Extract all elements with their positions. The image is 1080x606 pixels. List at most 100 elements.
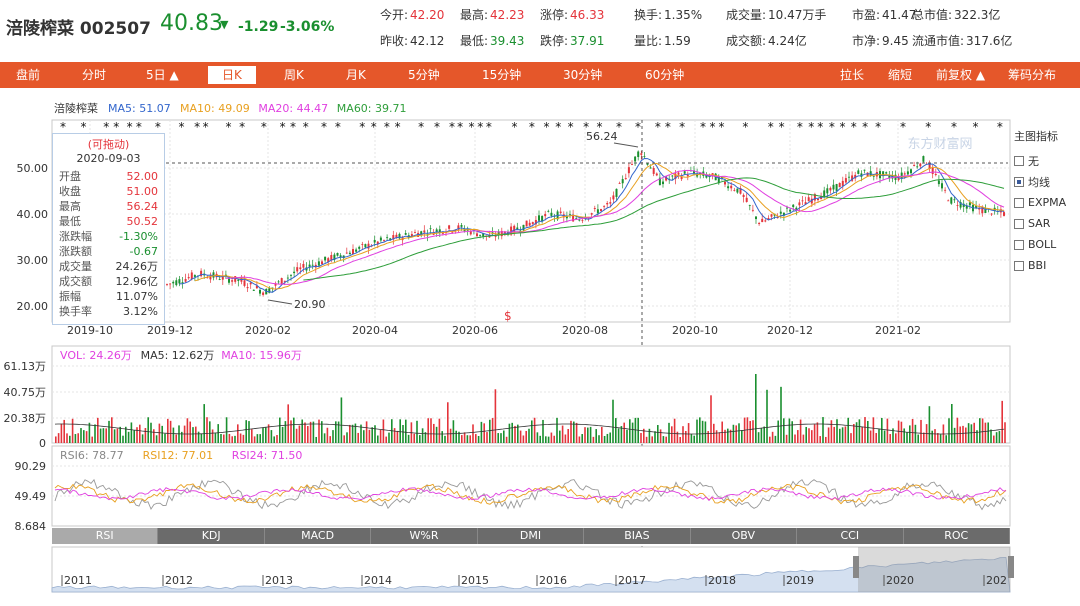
- indicator-tab[interactable]: W%R: [371, 528, 478, 544]
- volume-bar: [71, 418, 74, 443]
- volume-bar: [245, 420, 247, 443]
- volume-bar: [111, 417, 113, 443]
- indicator-option[interactable]: 无: [1014, 150, 1080, 171]
- volume-bar: [984, 422, 987, 443]
- checkbox-icon[interactable]: [1014, 239, 1024, 250]
- candle-body: [389, 238, 392, 241]
- indicator-option[interactable]: SAR: [1014, 213, 1080, 234]
- candle-body: [317, 261, 320, 266]
- candle-body: [686, 174, 689, 177]
- rsi-legend: RSI6: 78.77: [60, 449, 124, 462]
- candle-body: [801, 200, 804, 202]
- tooltip-value: 12.96亿: [115, 275, 159, 288]
- volume-bar: [522, 435, 525, 443]
- checkbox-icon[interactable]: [1014, 155, 1024, 166]
- quote-field: 跌停: 37.91: [540, 32, 604, 49]
- ma-legend: MA5: 51.07: [108, 102, 171, 115]
- volume-bar: [105, 428, 107, 443]
- volume-bar: [1001, 400, 1003, 443]
- indicator-tab[interactable]: DMI: [477, 528, 585, 544]
- volume-bar: [281, 426, 284, 443]
- period-tab[interactable]: 月K: [346, 68, 366, 82]
- volume-bar: [122, 435, 124, 443]
- indicator-tab[interactable]: ROC: [903, 528, 1010, 544]
- nav-action-button[interactable]: 缩短: [888, 68, 913, 82]
- volume-bar: [220, 434, 222, 443]
- candle-body: [804, 202, 807, 205]
- indicator-tab[interactable]: MACD: [264, 528, 372, 544]
- event-marker-icon: *: [543, 120, 549, 134]
- checkbox-icon[interactable]: [1014, 260, 1024, 271]
- volume-bar: [505, 436, 508, 443]
- rsi-line: [54, 487, 1007, 502]
- volume-bar: [480, 421, 483, 443]
- checkbox-icon[interactable]: [1014, 197, 1024, 208]
- y-tick-label: 0: [39, 437, 46, 450]
- high-label: 56.24: [586, 130, 618, 143]
- volume-bar: [545, 436, 547, 443]
- period-tab[interactable]: 日K: [208, 66, 256, 84]
- period-tab[interactable]: 盘前: [16, 68, 41, 82]
- candle-body: [903, 173, 906, 175]
- nav-action-button[interactable]: 前复权 ▲: [936, 68, 986, 82]
- volume-bar: [379, 429, 382, 443]
- candle-body: [680, 176, 683, 180]
- candle-body: [249, 282, 252, 285]
- event-marker-icon: *: [555, 120, 561, 134]
- checkbox-icon[interactable]: [1014, 176, 1024, 187]
- event-marker-icon: *: [779, 120, 785, 134]
- tooltip-value: 24.26万: [115, 260, 159, 273]
- indicator-option[interactable]: BOLL: [1014, 234, 1080, 255]
- indicator-tab[interactable]: BIAS: [584, 528, 691, 544]
- period-tab[interactable]: 30分钟: [563, 68, 603, 82]
- indicator-option[interactable]: EXPMA: [1014, 192, 1080, 213]
- candle-body: [497, 231, 500, 236]
- indicator-tab[interactable]: OBV: [690, 528, 798, 544]
- indicator-tab[interactable]: RSI: [52, 528, 159, 544]
- quote-field: 市净: 9.45: [852, 32, 909, 49]
- volume-bar: [256, 434, 259, 443]
- candle-body: [482, 233, 485, 237]
- quote-field-value: 37.91: [570, 34, 605, 48]
- period-nav-bar: 盘前 分时 5日 ▲ 日K 周K 月K 5分钟 15分钟 30分钟 60分钟 拉长 缩短 前复权 ▲ 筹码…: [0, 62, 1080, 88]
- event-marker-icon: *: [851, 120, 857, 134]
- volume-bar: [881, 417, 883, 443]
- ma20-line: [225, 169, 1005, 285]
- quote-field-value: 41.47: [882, 8, 917, 22]
- candle-body: [944, 189, 947, 191]
- period-tab[interactable]: 周K: [284, 68, 304, 82]
- period-tab[interactable]: 分时: [82, 68, 107, 82]
- volume-bar: [438, 418, 441, 443]
- volume-bar: [531, 420, 533, 443]
- volume-bar: [900, 421, 903, 443]
- candle-body: [860, 173, 863, 177]
- quote-field-value: 1.35%: [664, 8, 703, 22]
- volume-bar: [88, 422, 91, 443]
- indicator-option[interactable]: BBI: [1014, 255, 1080, 276]
- nav-action-button[interactable]: 筹码分布: [1008, 68, 1057, 82]
- period-tab[interactable]: 5日 ▲: [146, 68, 179, 82]
- indicator-option[interactable]: 均线: [1014, 171, 1080, 192]
- candle-body: [851, 175, 854, 181]
- candle-body: [218, 279, 221, 280]
- volume-bar: [864, 417, 866, 443]
- event-marker-icon: *: [700, 120, 706, 134]
- volume-bar: [421, 428, 424, 443]
- volume-bar: [556, 417, 558, 443]
- event-marker-icon: *: [434, 120, 440, 134]
- period-tab[interactable]: 15分钟: [482, 68, 522, 82]
- volume-bar: [335, 421, 337, 443]
- period-tab[interactable]: 60分钟: [645, 68, 685, 82]
- volume-bar: [875, 433, 877, 443]
- x-tick-label: 2020-02: [245, 324, 291, 337]
- timeline-year-label: 2012: [165, 574, 193, 587]
- candle-body: [358, 246, 361, 249]
- indicator-option-label: BBI: [1028, 259, 1047, 272]
- period-tab[interactable]: 5分钟: [408, 68, 440, 82]
- indicator-tab[interactable]: CCI: [797, 528, 904, 544]
- ohlc-tooltip[interactable]: (可拖动) 2020-09-03 开盘 52.00 收盘 51.00 最高 56.24 最低…: [52, 133, 165, 325]
- checkbox-icon[interactable]: [1014, 218, 1024, 229]
- nav-action-button[interactable]: 拉长: [840, 68, 865, 82]
- candle-body: [479, 234, 482, 236]
- indicator-tab[interactable]: KDJ: [158, 528, 265, 544]
